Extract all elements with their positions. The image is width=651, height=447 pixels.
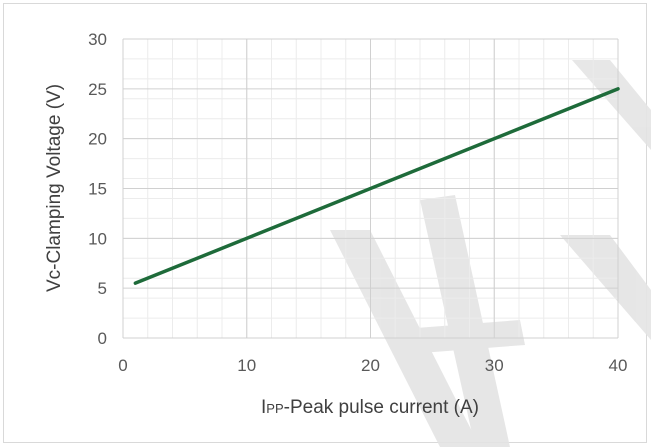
x-tick-label: 20 (361, 356, 380, 375)
y-tick-label: 5 (98, 279, 107, 298)
x-tick-label: 0 (118, 356, 127, 375)
y-tick-label: 30 (88, 30, 107, 49)
major-gridlines (122, 38, 619, 339)
x-tick-label: 40 (609, 356, 628, 375)
x-axis-title: IPP-Peak pulse current (A) (261, 397, 479, 418)
y-tick-label: 10 (88, 229, 107, 248)
y-tick-label: 15 (88, 180, 107, 199)
y-tick-label: 20 (88, 130, 107, 149)
series-layer (133, 87, 620, 285)
y-tick-label: 25 (88, 80, 107, 99)
chart-frame (3, 3, 647, 443)
y-tick-labels: 0 5 10 15 20 25 30 (88, 30, 107, 348)
y-tick-label: 0 (98, 329, 107, 348)
watermark (330, 60, 651, 447)
y-axis-title: Vc-Clamping Voltage (V) (44, 84, 65, 292)
x-tick-label: 30 (485, 356, 504, 375)
x-tick-label: 10 (237, 356, 256, 375)
x-tick-labels: 0 10 20 30 40 (118, 356, 627, 375)
series-line (133, 87, 620, 285)
